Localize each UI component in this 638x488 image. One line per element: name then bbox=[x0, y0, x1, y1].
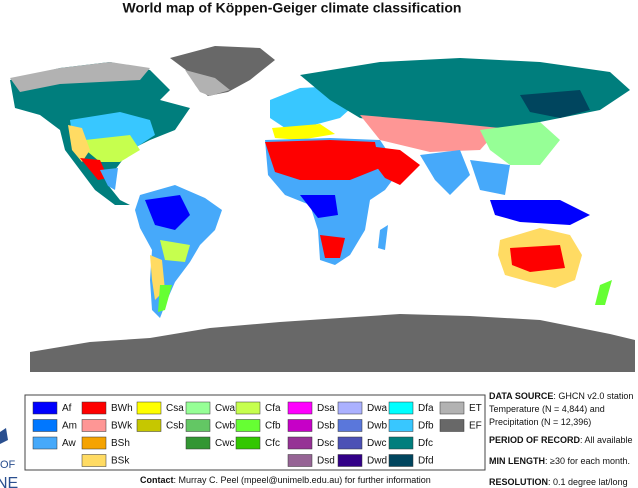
info-text: : GHCN v2.0 station bbox=[553, 391, 633, 401]
info-label: DATA SOURCE bbox=[489, 391, 553, 401]
legend-label: BSh bbox=[111, 438, 130, 449]
legend-label: Af bbox=[62, 403, 72, 414]
legend-label: Dwc bbox=[367, 438, 386, 449]
contact-line: Contact: Murray C. Peel (mpeel@unimelb.e… bbox=[140, 475, 431, 485]
info-label: RESOLUTION bbox=[489, 477, 548, 487]
legend-swatch bbox=[287, 419, 313, 432]
legend-label: Dsa bbox=[317, 403, 335, 414]
legend-swatch bbox=[81, 454, 107, 467]
legend-label: Dfb bbox=[418, 421, 434, 432]
legend-label: ET bbox=[469, 403, 482, 414]
legend-swatch bbox=[235, 419, 261, 432]
world-map bbox=[10, 46, 635, 372]
legend-swatch bbox=[287, 401, 313, 415]
legend-swatch bbox=[185, 419, 211, 432]
legend-label: Dsd bbox=[317, 456, 335, 467]
legend-label: Dfd bbox=[418, 456, 434, 467]
legend-swatch bbox=[81, 419, 107, 432]
legend-label: Dwd bbox=[367, 456, 387, 467]
info-line: DATA SOURCE: GHCN v2.0 station bbox=[489, 391, 633, 401]
legend-swatch bbox=[185, 401, 211, 415]
info-text: : ≥30 for each month. bbox=[545, 456, 630, 466]
legend-swatch bbox=[337, 419, 363, 432]
legend-label: EF bbox=[469, 421, 482, 432]
info-line: RESOLUTION: 0.1 degree lat/long bbox=[489, 477, 628, 487]
logo-text: NE bbox=[0, 475, 18, 488]
info-line: Precipitation (N = 12,396) bbox=[489, 417, 591, 427]
legend-swatch bbox=[81, 436, 107, 450]
info-line: MIN LENGTH: ≥30 for each month. bbox=[489, 456, 630, 466]
legend-swatch bbox=[388, 436, 414, 450]
legend-label: Aw bbox=[62, 438, 76, 449]
contact-text: : Murray C. Peel (mpeel@unimelb.edu.au) … bbox=[174, 475, 431, 485]
info-label: PERIOD OF RECORD bbox=[489, 435, 581, 445]
legend-swatch bbox=[235, 436, 261, 450]
legend-swatch bbox=[439, 401, 465, 415]
legend-swatch bbox=[388, 419, 414, 432]
legend-label: Csa bbox=[166, 403, 184, 414]
info-label: MIN LENGTH bbox=[489, 456, 545, 466]
legend-swatch bbox=[337, 401, 363, 415]
legend-label: Cwa bbox=[215, 403, 235, 414]
legend-label: Csb bbox=[166, 421, 184, 432]
legend-label: Cfb bbox=[265, 421, 281, 432]
legend-label: BWh bbox=[111, 403, 133, 414]
legend-label: Cfa bbox=[265, 403, 281, 414]
legend-label: BWk bbox=[111, 421, 133, 432]
legend-label: Cwb bbox=[215, 421, 235, 432]
info-text: : All available bbox=[580, 435, 633, 445]
legend-swatch bbox=[287, 436, 313, 450]
legend-swatch bbox=[235, 401, 261, 415]
legend-label: Dwb bbox=[367, 421, 387, 432]
info-text: : 0.1 degree lat/long bbox=[548, 477, 628, 487]
legend: Af Am Aw BWh BWk BSh BSk Csa Csb Cwa Cwb Cwc Cfa Cfb C… bbox=[32, 401, 482, 467]
info-line: Temperature (N = 4,844) and bbox=[489, 404, 605, 414]
legend-swatch bbox=[32, 401, 58, 415]
legend-label: Dsb bbox=[317, 421, 335, 432]
legend-label: Dwa bbox=[367, 403, 387, 414]
legend-label: Dsc bbox=[317, 438, 334, 449]
info-text: Precipitation (N = 12,396) bbox=[489, 417, 591, 427]
legend-swatch bbox=[185, 436, 211, 450]
legend-swatch bbox=[439, 419, 465, 432]
info-text: Temperature (N = 4,844) and bbox=[489, 404, 605, 414]
legend-swatch bbox=[337, 454, 363, 467]
map-title: World map of Köppen-Geiger climate class… bbox=[123, 0, 462, 16]
legend-swatch bbox=[32, 436, 58, 450]
legend-label: Cfc bbox=[265, 438, 280, 449]
legend-label: Dfa bbox=[418, 403, 434, 414]
legend-swatch bbox=[32, 419, 58, 432]
legend-swatch bbox=[388, 401, 414, 415]
logo: OF NE bbox=[0, 428, 18, 488]
legend-label: Cwc bbox=[215, 438, 234, 449]
logo-text: OF bbox=[0, 459, 16, 471]
info-panel: DATA SOURCE: GHCN v2.0 station Temperatur… bbox=[489, 391, 633, 487]
legend-swatch bbox=[337, 436, 363, 450]
legend-swatch bbox=[136, 401, 162, 415]
legend-label: Am bbox=[62, 421, 77, 432]
legend-label: BSk bbox=[111, 456, 130, 467]
info-line: PERIOD OF RECORD: All available bbox=[489, 435, 633, 445]
legend-label: Dfc bbox=[418, 438, 433, 449]
legend-swatch bbox=[388, 454, 414, 467]
legend-swatch bbox=[81, 401, 107, 415]
legend-swatch bbox=[287, 454, 313, 467]
contact-label: Contact bbox=[140, 475, 174, 485]
legend-swatch bbox=[136, 419, 162, 432]
